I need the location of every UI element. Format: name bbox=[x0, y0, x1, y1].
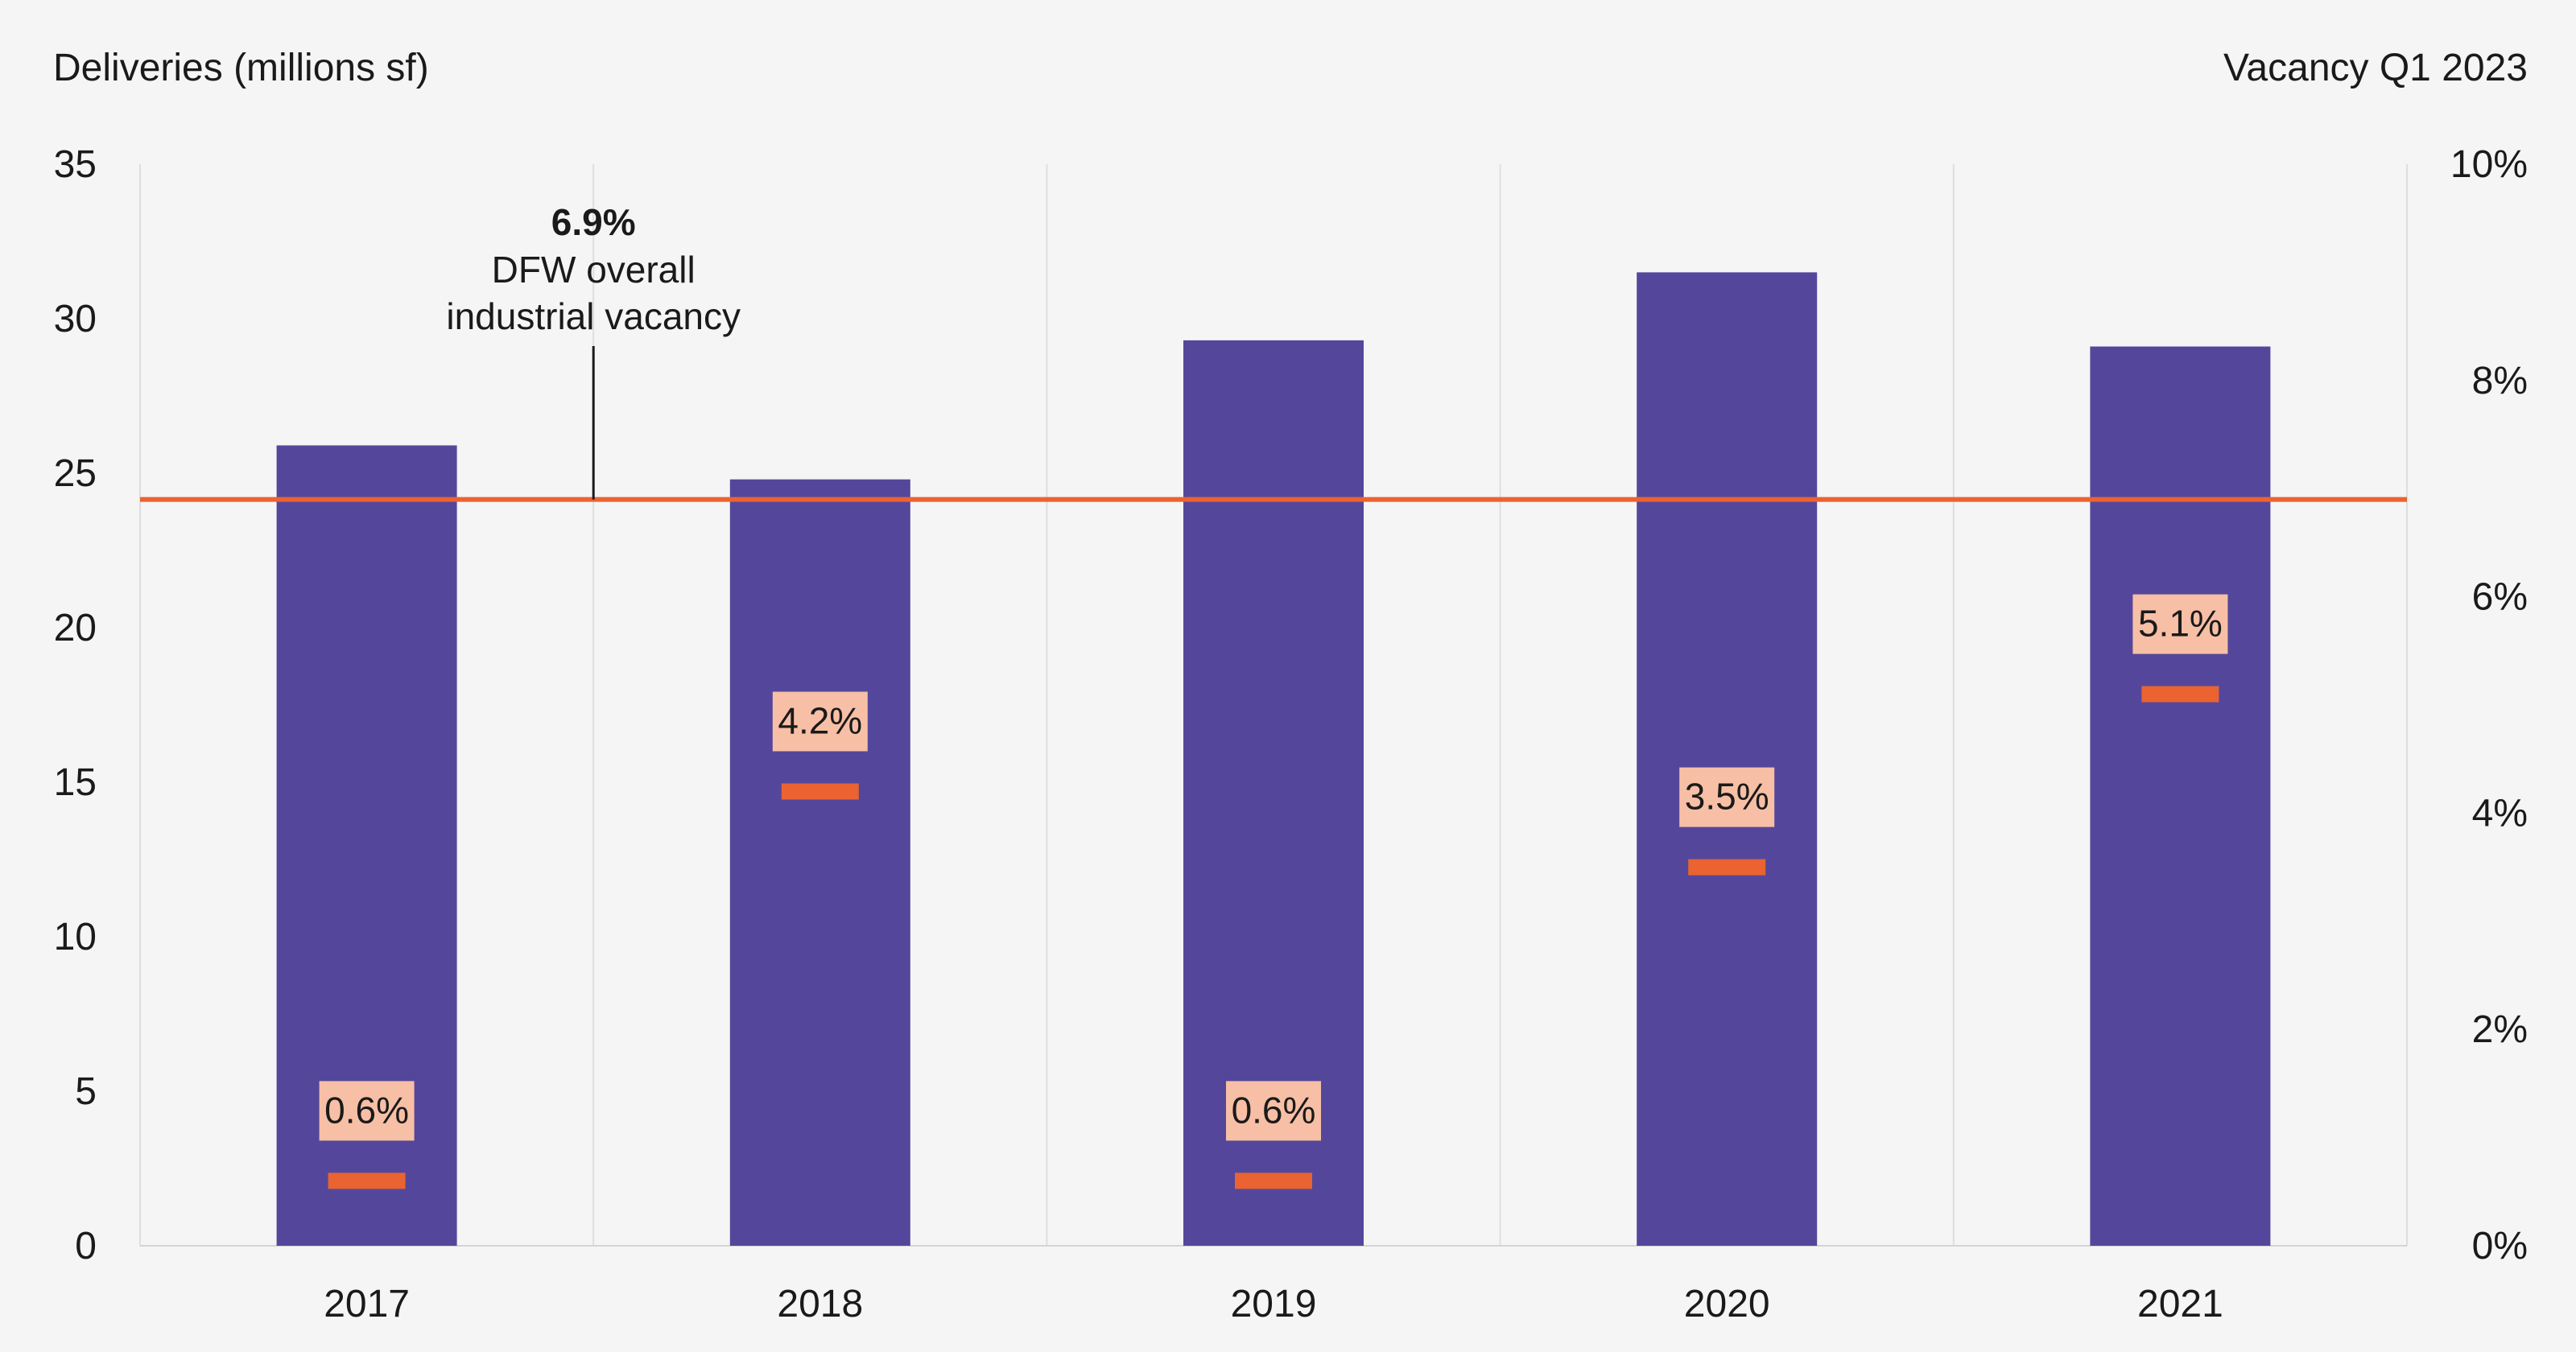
vacancy-marker bbox=[1235, 1173, 1312, 1189]
y2-axis-title: Vacancy Q1 2023 bbox=[2223, 47, 2528, 89]
vacancy-label-bg bbox=[1226, 1081, 1321, 1141]
x-tick-label: 2020 bbox=[1684, 1283, 1770, 1325]
annotation-line-1: DFW overall bbox=[492, 249, 696, 291]
y-tick-label: 30 bbox=[54, 298, 97, 340]
bar bbox=[729, 479, 910, 1246]
y-tick-label: 10 bbox=[54, 916, 97, 958]
y2-tick-label: 0% bbox=[2472, 1225, 2528, 1268]
vacancy-label: 0.6% bbox=[324, 1089, 409, 1131]
bar bbox=[1637, 272, 1818, 1246]
x-tick-label: 2021 bbox=[2137, 1283, 2223, 1325]
y-tick-label: 0 bbox=[75, 1225, 97, 1268]
vacancy-marker bbox=[1688, 859, 1766, 876]
x-tick-label: 2017 bbox=[324, 1283, 410, 1325]
y-tick-label: 20 bbox=[54, 607, 97, 649]
vacancy-label-bg bbox=[772, 691, 868, 752]
bar bbox=[2090, 346, 2271, 1246]
y2-tick-label: 8% bbox=[2472, 360, 2528, 402]
y2-axis-ticks: 0% 2% 4% 6% 8% 10% bbox=[2450, 143, 2528, 1268]
y-tick-label: 5 bbox=[75, 1070, 97, 1113]
vacancy-marker bbox=[781, 783, 859, 800]
vacancy-markers: 0.6% 4.2% 0.6% 3.5% 5.1% bbox=[319, 594, 2228, 1189]
y2-tick-label: 4% bbox=[2472, 792, 2528, 835]
annotation-value: 6.9% bbox=[551, 201, 636, 243]
vacancy-label: 0.6% bbox=[1232, 1089, 1316, 1131]
y-tick-label: 35 bbox=[54, 143, 97, 186]
y-axis-ticks: 0 5 10 15 20 25 30 35 bbox=[54, 143, 97, 1268]
vacancy-label-bg bbox=[2132, 594, 2228, 654]
vacancy-label: 5.1% bbox=[2138, 603, 2223, 645]
x-axis-ticks: 2017 2018 2019 2020 2021 bbox=[324, 1283, 2223, 1325]
vacancy-label: 4.2% bbox=[778, 700, 862, 742]
vacancy-label-bg bbox=[319, 1081, 415, 1141]
y-axis-title: Deliveries (millions sf) bbox=[53, 47, 429, 89]
annotation-line-2: industrial vacancy bbox=[446, 295, 741, 337]
x-tick-label: 2018 bbox=[777, 1283, 863, 1325]
vacancy-marker bbox=[2141, 686, 2219, 703]
y-tick-label: 15 bbox=[54, 761, 97, 804]
bars bbox=[276, 272, 2271, 1246]
y2-tick-label: 6% bbox=[2472, 576, 2528, 619]
y-tick-label: 25 bbox=[54, 452, 97, 495]
x-tick-label: 2019 bbox=[1231, 1283, 1317, 1325]
vacancy-label: 3.5% bbox=[1685, 776, 1769, 818]
vacancy-label-bg bbox=[1679, 767, 1775, 827]
vacancy-marker bbox=[328, 1173, 406, 1189]
y2-tick-label: 10% bbox=[2450, 143, 2528, 186]
y2-tick-label: 2% bbox=[2472, 1008, 2528, 1051]
